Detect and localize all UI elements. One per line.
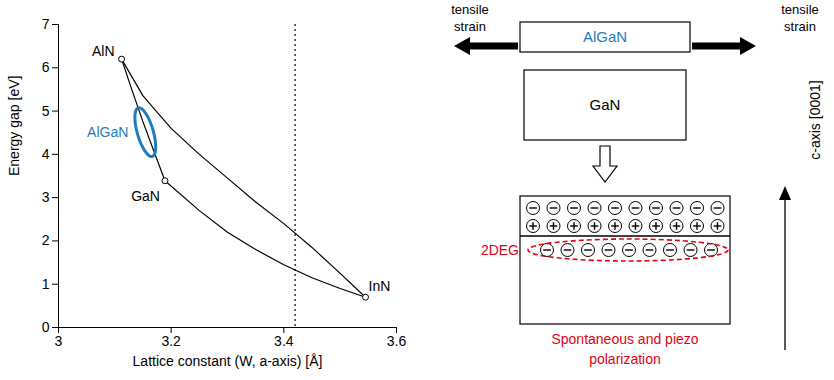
svg-text:3.6: 3.6 xyxy=(387,333,407,349)
svg-text:4: 4 xyxy=(42,146,50,162)
svg-text:5: 5 xyxy=(42,103,50,119)
svg-text:3: 3 xyxy=(55,333,63,349)
svg-text:AlGaN: AlGaN xyxy=(583,28,627,45)
svg-text:polarization: polarization xyxy=(589,351,661,367)
svg-text:6: 6 xyxy=(42,59,50,75)
svg-text:0: 0 xyxy=(42,319,50,335)
svg-text:2: 2 xyxy=(42,232,50,248)
svg-text:GaN: GaN xyxy=(590,96,621,113)
svg-text:c-axis [0001]: c-axis [0001] xyxy=(807,80,823,159)
svg-text:AlGaN: AlGaN xyxy=(87,124,128,140)
svg-text:tensile: tensile xyxy=(451,2,489,17)
svg-text:7: 7 xyxy=(42,16,50,32)
svg-text:1: 1 xyxy=(42,276,50,292)
svg-text:2DEG: 2DEG xyxy=(481,242,519,258)
svg-text:GaN: GaN xyxy=(131,188,160,204)
svg-text:AlN: AlN xyxy=(92,43,115,59)
svg-text:Energy gap [eV]: Energy gap [eV] xyxy=(6,76,22,176)
svg-text:Spontaneous and piezo: Spontaneous and piezo xyxy=(551,331,698,347)
svg-text:strain: strain xyxy=(784,19,816,34)
svg-text:3.2: 3.2 xyxy=(161,333,181,349)
svg-text:3: 3 xyxy=(42,189,50,205)
svg-text:3.4: 3.4 xyxy=(274,333,294,349)
svg-text:tensile: tensile xyxy=(781,2,819,17)
svg-text:Lattice constant (W, a-axis) [: Lattice constant (W, a-axis) [Å] xyxy=(133,353,323,369)
svg-text:strain: strain xyxy=(454,19,486,34)
svg-text:InN: InN xyxy=(369,278,391,294)
